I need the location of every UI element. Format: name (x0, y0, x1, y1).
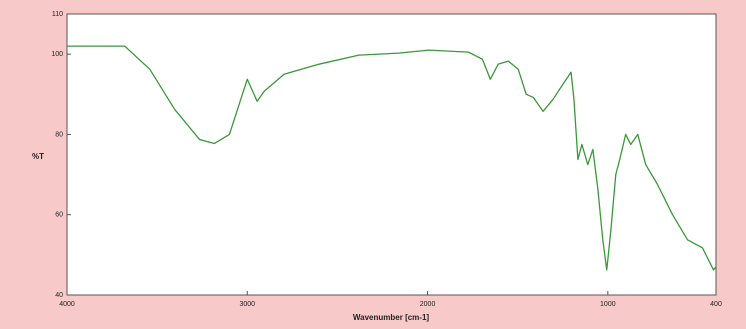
plot-area (66, 13, 717, 296)
y-tick-label: 60 (55, 212, 63, 219)
x-tick-label: 400 (710, 301, 722, 308)
x-tick-label: 3000 (239, 301, 255, 308)
x-tick-label: 2000 (420, 301, 436, 308)
y-axis-title: %T (32, 152, 44, 161)
x-tick-label: 4000 (59, 301, 75, 308)
x-tick-label: 1000 (600, 301, 616, 308)
y-tick-label: 110 (52, 11, 63, 18)
y-tick-label: 100 (51, 51, 63, 58)
x-axis-title: Wavenumber [cm-1] (353, 313, 430, 322)
y-tick-label: 40 (55, 292, 63, 299)
spectrum-line (67, 45, 717, 271)
y-tick-label: 80 (55, 131, 63, 138)
